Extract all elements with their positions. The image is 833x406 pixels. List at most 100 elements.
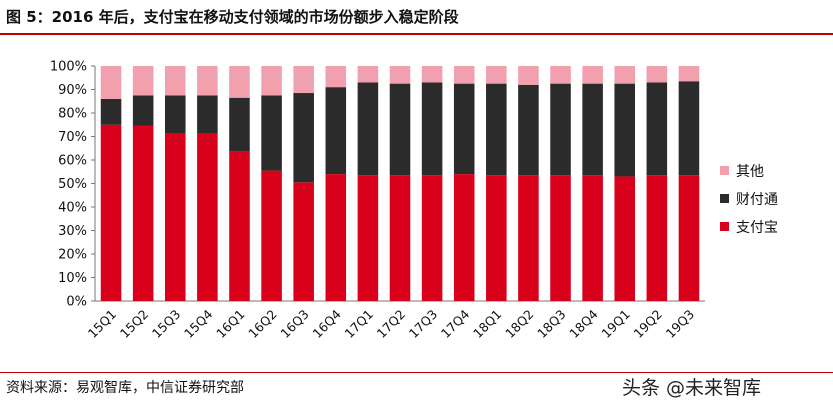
bar-segment (678, 175, 700, 301)
watermark: 头条 @未来智库 (622, 377, 762, 399)
bar-segment (229, 97, 250, 152)
bar-segment (550, 66, 571, 84)
bar-segment (614, 83, 636, 177)
title-rule (0, 33, 833, 35)
bar-segment (197, 95, 218, 133)
x-tick-label: 16Q4 (309, 306, 343, 340)
bar-segment (486, 83, 507, 176)
bar-segment (261, 170, 282, 301)
bar-segment (518, 84, 539, 176)
bar-segment (486, 175, 507, 301)
legend-swatch (720, 166, 729, 175)
x-tick-label: 17Q2 (374, 307, 408, 341)
y-tick-label: 60% (58, 154, 87, 169)
bar-segment (582, 175, 603, 301)
bar-segment (646, 66, 668, 83)
bar-segment (582, 66, 603, 84)
x-tick-label: 16Q2 (245, 307, 279, 341)
bar-segment (357, 175, 379, 301)
bar-segment (646, 82, 668, 176)
source-note: 资料来源：易观智库，中信证券研究部 (6, 380, 244, 396)
bar-segment (325, 174, 347, 301)
bar-segment (357, 82, 379, 176)
bar-segment (453, 83, 475, 175)
bar-segment (486, 66, 507, 84)
x-tick-label: 16Q1 (213, 307, 247, 341)
x-tick-label: 16Q3 (277, 307, 311, 341)
x-tick-label: 18Q2 (502, 307, 536, 341)
bar-segment (518, 175, 539, 301)
bar-segment (518, 66, 539, 85)
bar-segment (164, 132, 186, 301)
bar-segment (132, 95, 154, 126)
bar-segment (293, 66, 314, 94)
bar-segment (325, 66, 347, 88)
y-tick-label: 50% (58, 177, 87, 192)
bar-segment (132, 125, 154, 302)
y-tick-label: 30% (58, 224, 87, 239)
figure-title: 图 5：2016 年后，支付宝在移动支付领域的市场份额步入稳定阶段 (6, 8, 459, 26)
legend-label: 其他 (736, 164, 764, 180)
bar-segment (197, 66, 218, 96)
y-tick-label: 20% (58, 248, 87, 263)
bar-segment (389, 83, 411, 176)
x-tick-label: 18Q4 (566, 306, 600, 340)
bar-segment (421, 66, 443, 83)
legend-label: 财付通 (736, 192, 778, 208)
y-tick-label: 100% (50, 60, 87, 75)
bar-segment (550, 175, 571, 301)
x-tick-label: 15Q3 (149, 307, 183, 341)
bar-segment (421, 82, 443, 176)
y-tick-label: 10% (58, 271, 87, 286)
x-tick-label: 17Q1 (342, 307, 376, 341)
legend-label: 支付宝 (736, 220, 778, 236)
legend-swatch (720, 194, 729, 203)
bar-segment (261, 66, 282, 96)
bar-segment (678, 66, 700, 82)
bar-segment (197, 132, 218, 301)
bar-segment (293, 182, 314, 301)
category-labels: 15Q115Q215Q315Q416Q116Q216Q316Q417Q117Q2… (85, 306, 697, 340)
x-tick-label: 15Q1 (85, 307, 119, 341)
bar-segment (614, 66, 636, 84)
bar-segment (582, 83, 603, 176)
x-tick-label: 19Q2 (631, 307, 665, 341)
y-tick-label: 0% (66, 295, 87, 310)
bar-segment (100, 124, 122, 301)
bar-segment (646, 175, 668, 301)
bar-segment (261, 95, 282, 171)
bar-segment (550, 83, 571, 176)
bar-segment (164, 95, 186, 133)
y-tick-label: 40% (58, 201, 87, 216)
y-tick-label: 80% (58, 107, 87, 122)
bar-segment (293, 93, 314, 183)
bar-segment (229, 151, 250, 301)
bar-segment (100, 66, 122, 99)
bar-segment (389, 66, 411, 84)
x-tick-label: 15Q4 (181, 306, 215, 340)
y-tick-label: 90% (58, 83, 87, 98)
x-tick-label: 18Q1 (470, 307, 504, 341)
bar-segment (421, 175, 443, 301)
x-tick-label: 15Q2 (117, 307, 151, 341)
bar-segment (132, 66, 154, 96)
legend-swatch (720, 222, 729, 231)
bar-segment (164, 66, 186, 96)
bar-segment (229, 66, 250, 98)
source-rule (0, 372, 833, 373)
x-tick-label: 19Q3 (663, 307, 697, 341)
x-tick-label: 19Q1 (598, 307, 632, 341)
x-tick-label: 18Q3 (534, 307, 568, 341)
bar-segment (357, 66, 379, 83)
bars (100, 66, 700, 302)
bar-segment (389, 175, 411, 301)
bar-segment (100, 98, 122, 125)
x-tick-label: 17Q3 (406, 307, 440, 341)
axes: 0% 10% 20% 30% 40% 50% 60% 70% 80% 90% 100% (50, 60, 705, 310)
bar-segment (678, 81, 700, 176)
bar-segment (453, 66, 475, 84)
y-tick-label: 70% (58, 130, 87, 145)
x-tick-label: 17Q4 (438, 306, 472, 340)
